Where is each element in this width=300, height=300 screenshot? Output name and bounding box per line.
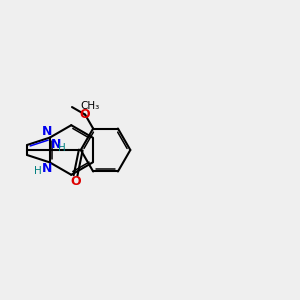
Text: N: N [50, 138, 61, 151]
Text: O: O [80, 108, 90, 121]
Text: CH₃: CH₃ [80, 100, 99, 111]
Text: H: H [34, 166, 41, 176]
Text: N: N [42, 125, 52, 138]
Text: O: O [71, 175, 81, 188]
Text: N: N [42, 162, 52, 175]
Text: H: H [58, 143, 65, 153]
